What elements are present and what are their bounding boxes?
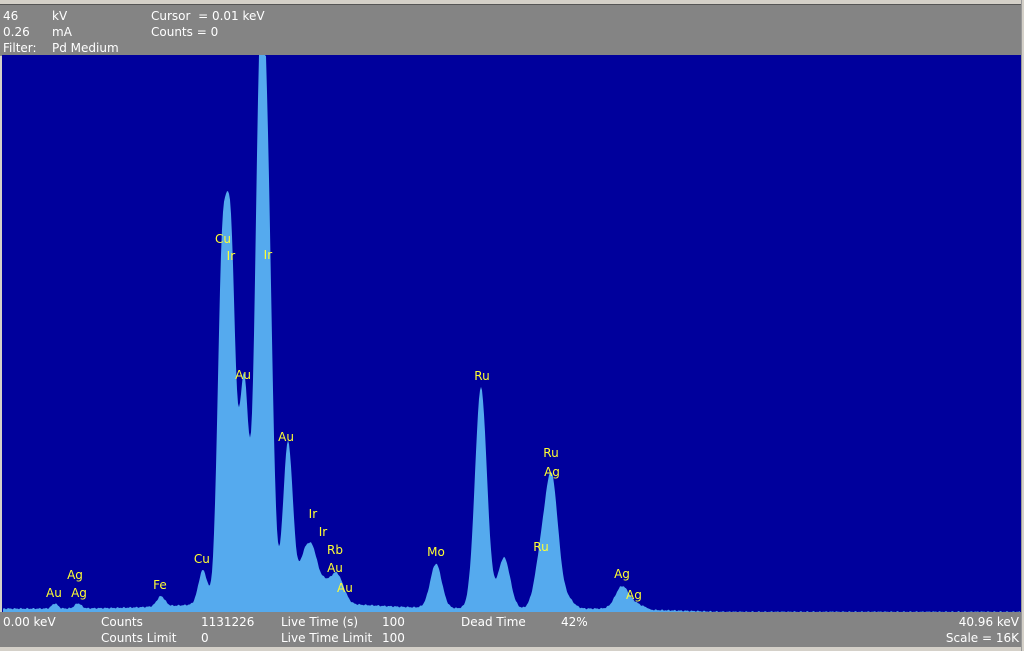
peak-label-ru: Ru [543, 446, 558, 460]
counts-label: Counts [101, 615, 143, 629]
peak-label-cu: Cu [215, 232, 231, 246]
peak-label-ag: Ag [614, 567, 630, 581]
spectrum-area [3, 55, 1020, 612]
current-value: 0.26 [3, 25, 30, 39]
peak-label-ir: Ir [264, 248, 273, 262]
peak-label-rb: Rb [327, 543, 343, 557]
peak-label-mo: Mo [427, 545, 445, 559]
window-border [1021, 0, 1024, 651]
cursor-counts: Counts = 0 [151, 25, 219, 39]
peak-label-au: Au [46, 586, 62, 600]
filter-value: Pd Medium [52, 41, 119, 55]
counts-limit-value: 0 [201, 631, 209, 645]
peak-label-ru: Ru [533, 540, 548, 554]
live-time-limit-label: Live Time Limit [281, 631, 373, 645]
counts-limit-label: Counts Limit [101, 631, 177, 645]
status-footer: 0.00 keV Counts 1131226 Live Time (s) 10… [0, 612, 1021, 647]
dead-time-value: 42% [561, 615, 588, 629]
filter-label: Filter: [3, 41, 37, 55]
peak-label-ir: Ir [227, 249, 236, 263]
dead-time-label: Dead Time [461, 615, 526, 629]
live-time-limit-value: 100 [382, 631, 405, 645]
peak-label-ir: Ir [309, 507, 318, 521]
peak-label-au: Au [235, 368, 251, 382]
peak-label-ag: Ag [626, 588, 642, 602]
live-time-label: Live Time (s) [281, 615, 359, 629]
peak-label-ag: Ag [71, 586, 87, 600]
current-unit: mA [52, 25, 72, 39]
energy-max: 40.96 keV [958, 615, 1019, 629]
live-time-value: 100 [382, 615, 405, 629]
energy-min: 0.00 keV [3, 615, 56, 629]
peak-label-cu: Cu [194, 552, 210, 566]
peak-label-fe: Fe [153, 578, 167, 592]
peak-label-au: Au [337, 581, 353, 595]
peak-label-au: Au [278, 430, 294, 444]
counts-value: 1131226 [201, 615, 255, 629]
cursor-readout: Cursor = 0.01 keV [151, 9, 265, 23]
peak-label-au: Au [327, 561, 343, 575]
spectrum-svg: AuAgAgFeCuCuIrAuIrAuIrIrRbAuAuMoRuRuAgRu… [3, 55, 1020, 612]
scale-readout: Scale = 16K [945, 631, 1019, 645]
status-header: 46 kV Cursor = 0.01 keV 0.26 mA Counts =… [0, 4, 1021, 56]
peak-label-ag: Ag [544, 465, 560, 479]
spectrum-plot[interactable]: Au Ag Ag Fe Cu Cu Ir Au Ir Au Ir Ir Rb Au Au Mo Ru Ru Ag Ru… [2, 55, 1021, 612]
voltage-value: 46 [3, 9, 19, 23]
peak-label-ru: Ru [474, 369, 489, 383]
voltage-unit: kV [52, 9, 68, 23]
peak-label-ir: Ir [319, 525, 328, 539]
peak-label-ag: Ag [67, 568, 83, 582]
